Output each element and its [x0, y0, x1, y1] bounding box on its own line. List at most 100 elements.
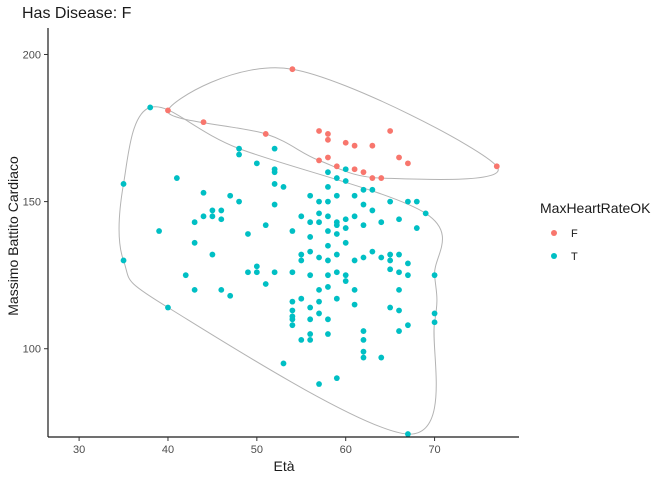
- point-T: [271, 145, 278, 152]
- point-T: [191, 286, 198, 293]
- point-T: [369, 207, 376, 214]
- y-tick-label: 200: [23, 49, 41, 61]
- legend-label-F: F: [571, 228, 578, 240]
- point-T: [147, 104, 154, 111]
- point-T: [298, 257, 305, 264]
- point-T: [422, 210, 429, 217]
- point-T: [369, 186, 376, 193]
- point-T: [342, 216, 349, 223]
- point-T: [325, 198, 331, 205]
- point-T: [289, 322, 296, 329]
- point-F: [369, 142, 376, 149]
- point-F: [369, 175, 376, 181]
- point-T: [227, 292, 234, 299]
- point-T: [271, 181, 278, 187]
- point-T: [236, 151, 242, 158]
- point-T: [333, 175, 340, 181]
- point-T: [387, 266, 394, 273]
- point-T: [333, 192, 340, 199]
- point-T: [369, 248, 376, 255]
- point-T: [387, 198, 394, 205]
- point-T: [360, 328, 367, 334]
- point-T: [325, 169, 331, 176]
- point-T: [262, 281, 269, 287]
- point-T: [396, 328, 402, 334]
- point-T: [200, 213, 207, 220]
- legend-label-T: T: [571, 251, 578, 263]
- point-T: [387, 251, 394, 258]
- legend-key-F: [551, 230, 557, 236]
- y-tick-label: 100: [23, 344, 41, 356]
- point-T: [200, 189, 207, 196]
- point-T: [316, 298, 322, 305]
- point-F: [262, 131, 269, 137]
- legend-title: MaxHeartRateOK: [540, 200, 651, 216]
- point-T: [431, 310, 438, 317]
- point-T: [236, 198, 242, 205]
- point-T: [289, 316, 296, 323]
- point-T: [165, 304, 171, 311]
- point-T: [351, 301, 358, 308]
- point-T: [280, 360, 287, 367]
- point-T: [387, 304, 394, 311]
- point-F: [351, 166, 358, 173]
- point-T: [209, 251, 216, 258]
- point-T: [351, 213, 358, 220]
- point-T: [431, 272, 438, 279]
- point-T: [253, 263, 260, 270]
- point-T: [360, 348, 367, 355]
- point-T: [396, 269, 402, 276]
- point-F: [493, 163, 500, 170]
- point-T: [289, 307, 296, 314]
- point-T: [405, 431, 411, 437]
- x-ticks: 30 40 50 60 70: [73, 437, 441, 456]
- point-F: [396, 154, 402, 161]
- point-T: [351, 257, 358, 264]
- point-T: [396, 216, 402, 223]
- point-T: [342, 239, 349, 246]
- point-F: [289, 66, 296, 73]
- point-T: [218, 286, 225, 293]
- point-F: [325, 136, 331, 143]
- point-T: [245, 231, 251, 237]
- point-T: [396, 286, 402, 293]
- point-T: [289, 298, 296, 305]
- point-T: [333, 231, 340, 237]
- point-T: [342, 278, 349, 284]
- point-T: [298, 251, 305, 258]
- point-T: [396, 251, 402, 258]
- point-T: [236, 145, 242, 152]
- point-T: [360, 222, 367, 229]
- point-F: [316, 128, 322, 134]
- x-tick-label: 40: [162, 444, 174, 456]
- point-T: [413, 198, 420, 205]
- hull-T: [118, 106, 443, 435]
- point-F: [360, 169, 367, 176]
- legend-key-T: [551, 253, 557, 259]
- point-T: [218, 216, 225, 223]
- point-T: [316, 254, 322, 261]
- point-T: [325, 242, 331, 249]
- point-F: [325, 131, 331, 137]
- point-T: [405, 272, 411, 279]
- point-T: [209, 213, 216, 220]
- point-T: [120, 181, 127, 187]
- point-T: [316, 286, 322, 293]
- point-T: [253, 160, 260, 167]
- point-T: [333, 251, 340, 258]
- x-tick-label: 70: [428, 444, 440, 456]
- point-F: [325, 154, 331, 161]
- point-F: [405, 160, 411, 167]
- point-T: [307, 192, 314, 199]
- chart-title: Has Disease: F: [22, 5, 132, 22]
- point-T: [191, 219, 198, 226]
- y-tick-label: 150: [23, 197, 41, 209]
- point-T: [325, 316, 331, 323]
- point-T: [191, 239, 198, 246]
- point-T: [333, 222, 340, 229]
- point-T: [298, 213, 305, 220]
- point-T: [271, 269, 278, 276]
- point-T: [333, 269, 340, 276]
- x-axis-title: Età: [273, 458, 294, 474]
